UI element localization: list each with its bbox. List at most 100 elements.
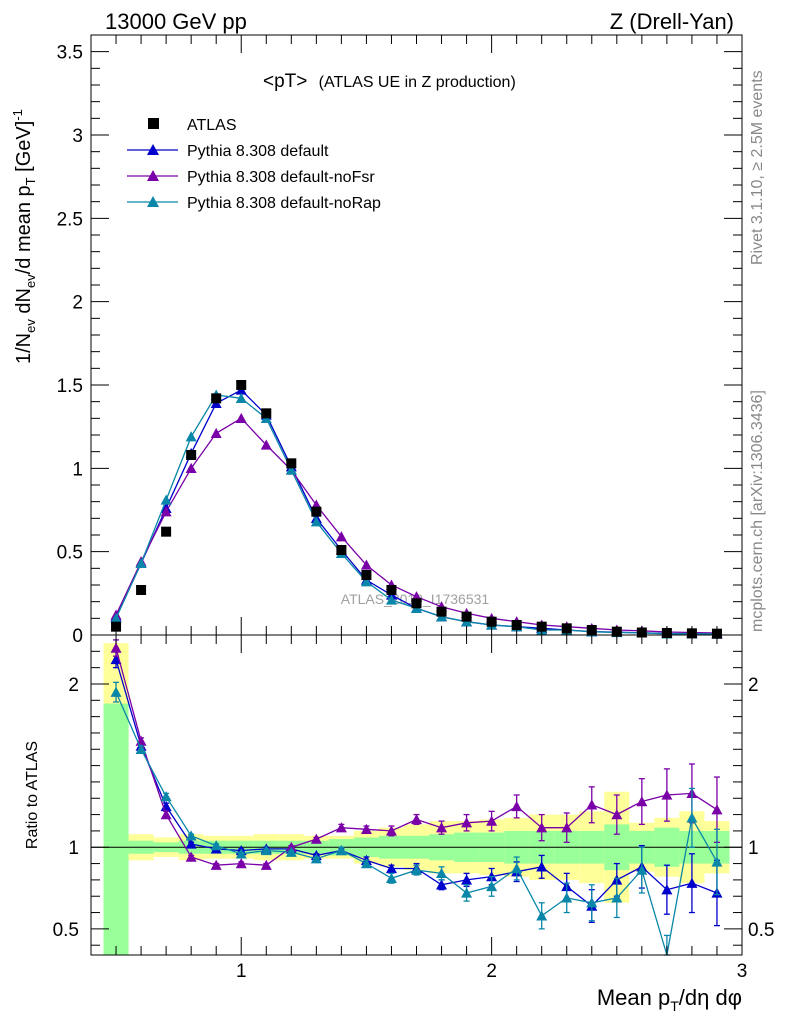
ratio-y-tick-label-right: 1	[748, 838, 759, 859]
ratio-y-axis-label: Ratio to ATLAS	[24, 741, 41, 849]
main-y-tick-label: 0.5	[57, 543, 83, 564]
main-series-layer	[110, 380, 723, 639]
ratio-point-norap	[135, 743, 147, 754]
ratio-x-tick-label: 3	[737, 961, 748, 982]
main-point-norap	[110, 612, 122, 624]
legend-label-nofsr: Pythia 8.308 default-noFsr	[187, 169, 375, 186]
main-axes: 0 0.5 1 1.5 2 2.5 3 3.5	[57, 35, 743, 647]
main-point-data	[211, 393, 222, 404]
main-point-data	[436, 606, 447, 617]
ratio-point-nofsr	[360, 823, 372, 834]
ratio-point-nofsr	[210, 859, 222, 870]
main-point-data	[361, 570, 372, 580]
ratio-point-nofsr	[511, 800, 523, 812]
main-point-data	[161, 526, 172, 537]
ratio-point-nofsr	[611, 809, 623, 820]
ratio-point-nofsr	[411, 813, 422, 825]
legend-label-default: Pythia 8.308 default	[187, 143, 329, 160]
ratio-point-nofsr	[636, 796, 648, 807]
main-point-nofsr	[185, 462, 197, 474]
main-point-nofsr	[260, 439, 272, 450]
main-point-nofsr	[210, 427, 222, 439]
ratio-y-tick-label-right: 2	[748, 675, 759, 696]
main-point-data	[286, 458, 297, 469]
ratio-point-norap	[711, 856, 723, 867]
main-point-norap	[385, 594, 397, 605]
ratio-point-default	[661, 884, 673, 895]
main-point-data	[511, 620, 522, 630]
mcplots-note: mcplots.cern.ch [arXiv:1306.3436]	[749, 390, 766, 632]
ratio-point-nofsr	[185, 851, 197, 862]
ratio-point-nofsr	[586, 799, 598, 810]
ratio-point-default	[110, 653, 122, 665]
ratio-y-tick-label: 2	[68, 675, 79, 696]
main-point-norap	[310, 516, 322, 527]
ratio-point-nofsr	[436, 822, 448, 833]
main-point-nofsr	[335, 531, 347, 542]
ratio-point-norap	[310, 853, 322, 864]
main-point-data	[461, 611, 472, 622]
ratio-point-norap	[160, 791, 172, 802]
main-point-nofsr	[235, 412, 247, 424]
ratio-point-norap	[285, 846, 297, 857]
ratio-point-norap	[536, 910, 548, 921]
ratio-y-tick-label: 1	[68, 838, 79, 859]
main-y-tick-label: 0	[72, 626, 83, 647]
legend-marker-norap	[147, 196, 159, 207]
main-y-tick-label: 3	[72, 126, 83, 147]
legend-label-norap: Pythia 8.308 default-noRap	[187, 195, 381, 212]
main-y-axis-label: 1/Nev dNev/d mean pT [GeV]-1	[10, 109, 38, 364]
main-point-norap	[185, 431, 197, 442]
ratio-point-norap	[586, 897, 598, 908]
chart-title-main: <pT>	[263, 71, 307, 92]
main-point-data	[411, 598, 422, 609]
ratio-point-norap	[511, 862, 523, 874]
main-y-tick-label: 2	[72, 293, 83, 314]
ratio-series-layer	[110, 639, 723, 956]
ratio-point-nofsr	[561, 822, 573, 833]
ratio-point-norap	[360, 858, 372, 869]
ratio-point-norap	[436, 867, 448, 879]
main-point-norap	[360, 576, 372, 587]
ratio-point-norap	[636, 864, 648, 875]
header-left: 13000 GeV pp	[105, 9, 247, 34]
ratio-point-norap	[235, 848, 247, 859]
chart-title-suffix: (ATLAS UE in Z production)	[319, 74, 516, 91]
ratio-point-default	[436, 879, 448, 890]
ratio-point-default	[461, 874, 473, 885]
ratio-frame	[90, 634, 743, 956]
ratio-x-tick-label: 1	[236, 961, 247, 982]
ratio-point-nofsr	[536, 822, 548, 833]
ratio-point-nofsr	[661, 789, 673, 800]
x-axis-label: Mean pT/dη dφ	[597, 985, 742, 1014]
main-y-tick-label: 1	[72, 459, 83, 480]
main-point-nofsr	[360, 559, 372, 570]
main-point-data	[186, 450, 197, 460]
main-point-norap	[235, 392, 247, 404]
ratio-point-norap	[461, 887, 473, 898]
main-point-norap	[135, 557, 147, 569]
legend-label-data: ATLAS	[187, 117, 237, 134]
ratio-point-nofsr	[461, 817, 473, 828]
main-point-data	[236, 380, 247, 390]
main-y-tick-label: 2.5	[57, 209, 83, 230]
ratio-point-norap	[335, 845, 347, 856]
ratio-y-tick-label-right: 0.5	[748, 920, 774, 941]
ratio-point-nofsr	[385, 825, 397, 836]
main-point-data	[261, 408, 272, 419]
ratio-point-default	[536, 861, 548, 872]
ratio-point-nofsr	[160, 809, 172, 820]
ratio-point-nofsr	[310, 833, 322, 844]
ratio-point-norap	[686, 812, 698, 823]
legend-marker-data	[148, 118, 159, 129]
chart-title: <pT> (ATLAS UE in Z production)	[263, 71, 516, 92]
main-point-norap	[285, 464, 297, 475]
ratio-x-tick-label: 2	[486, 961, 497, 982]
legend: ATLAS Pythia 8.308 default Pythia 8.308 …	[127, 117, 381, 212]
ratio-point-norap	[411, 864, 422, 875]
ratio-point-norap	[185, 830, 197, 841]
main-point-data	[386, 585, 397, 595]
ratio-point-nofsr	[335, 822, 347, 833]
main-point-data	[311, 506, 322, 517]
